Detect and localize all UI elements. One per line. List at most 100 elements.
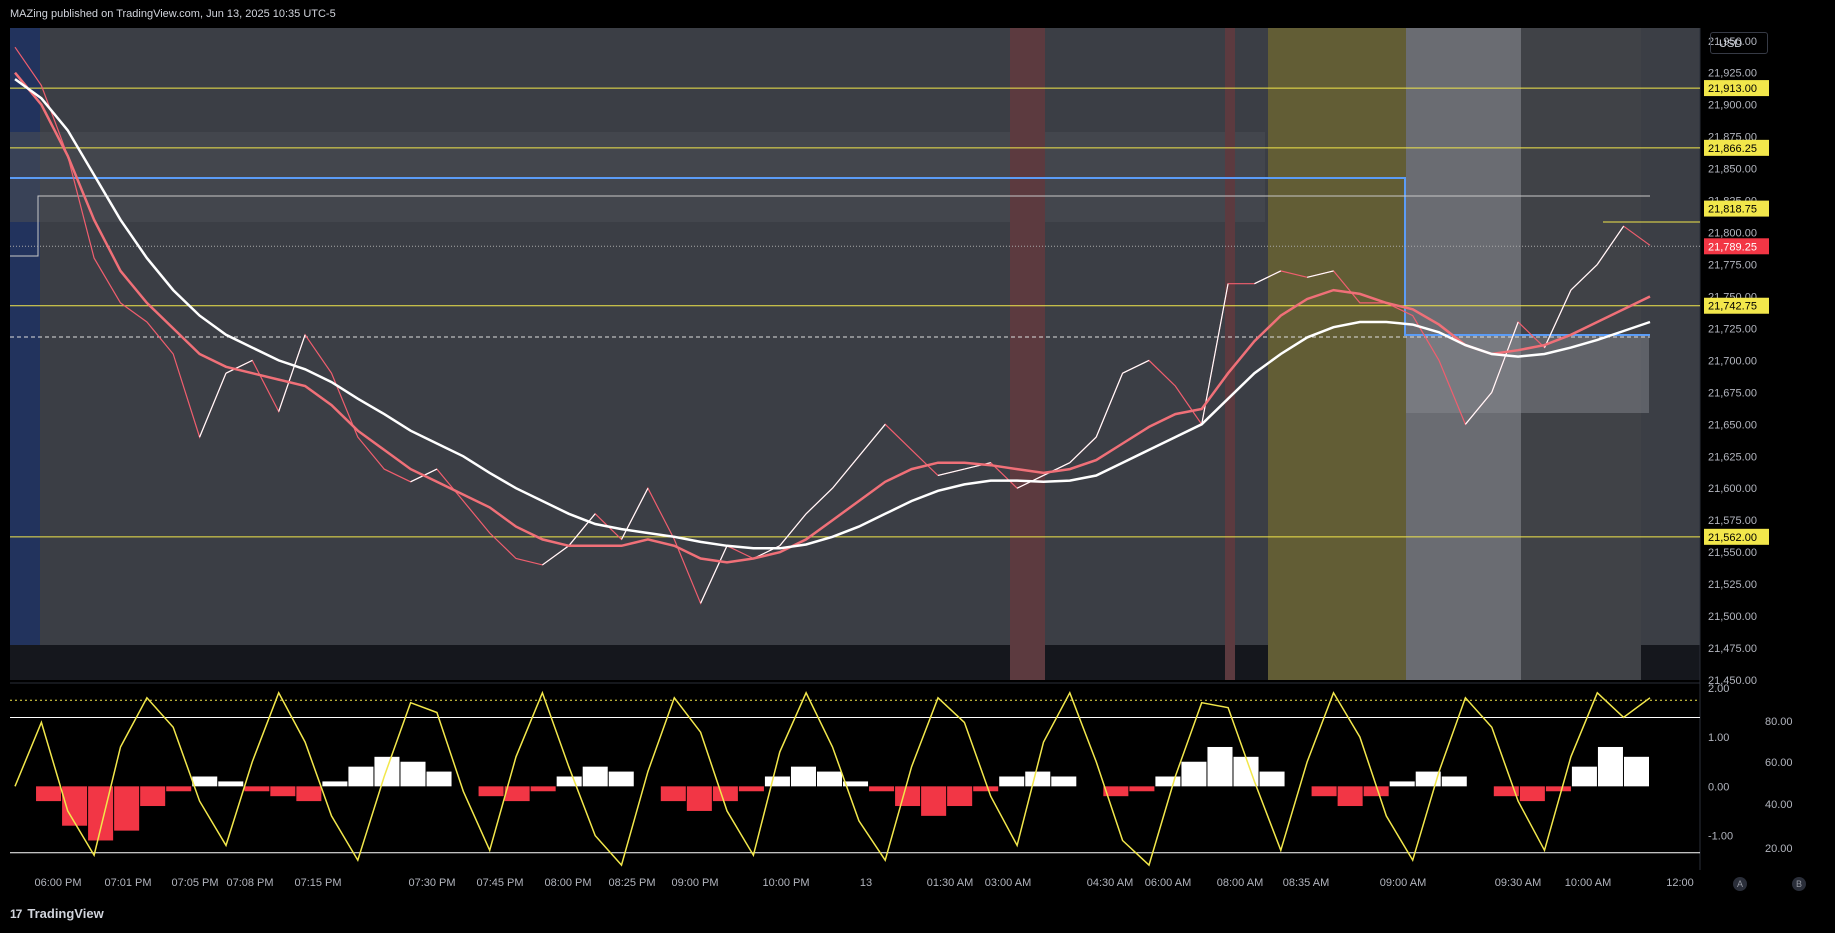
- session-shade-red-1: [1010, 28, 1045, 680]
- histogram-bar: [1129, 786, 1155, 792]
- histogram-bar: [296, 786, 322, 802]
- histogram-bar: [1337, 786, 1363, 807]
- histogram-bar: [270, 786, 296, 797]
- histogram-bar: [660, 786, 686, 802]
- price-up-segment: [1464, 391, 1493, 425]
- price-axis-tick: 21,600.00: [1708, 483, 1757, 495]
- price-up-segment: [805, 487, 833, 515]
- session-shade-red-2: [1225, 28, 1235, 680]
- histogram-bar: [764, 776, 790, 787]
- time-axis-tick: 09:00 PM: [671, 877, 718, 889]
- histogram-bar: [947, 786, 973, 807]
- histogram-bar: [374, 756, 400, 787]
- tradingview-logo-icon: 17: [10, 906, 22, 921]
- histogram-bar: [1025, 771, 1051, 787]
- time-axis-tick: 08:00 AM: [1217, 877, 1263, 889]
- histogram-bar: [348, 766, 374, 787]
- price-up-segment: [937, 468, 965, 477]
- histogram-bar: [816, 771, 843, 787]
- price-axis-tick: 21,450.00: [1708, 675, 1757, 687]
- histogram-bar: [895, 786, 921, 807]
- histogram-bar: [1571, 766, 1597, 787]
- histogram-bar: [1181, 761, 1207, 787]
- time-axis-tick: 06:00 AM: [1145, 877, 1191, 889]
- price-label-box: [1704, 238, 1769, 255]
- time-axis-tick: 07:01 PM: [104, 877, 151, 889]
- histogram-bar: [556, 776, 582, 787]
- price-axis-tick: 21,850.00: [1708, 164, 1757, 176]
- price-label-box: [1704, 297, 1769, 314]
- histogram-bar: [244, 786, 270, 792]
- price-label: 21,913.00: [1708, 83, 1757, 95]
- price-up-segment: [1069, 436, 1097, 464]
- histogram-bar: [921, 786, 947, 816]
- time-axis-tick: 07:30 PM: [408, 877, 455, 889]
- histogram-bar: [738, 786, 764, 792]
- time-axis-tick: 06:00 PM: [34, 877, 81, 889]
- time-axis-tick: 04:30 AM: [1087, 877, 1133, 889]
- osc-right-tick: 40.00: [1765, 799, 1793, 811]
- osc-axis-tick: 0.00: [1708, 781, 1729, 793]
- price-up-segment: [832, 455, 860, 489]
- osc-right-tick: 80.00: [1765, 716, 1793, 728]
- ma-slow-series: [14, 78, 1651, 550]
- histogram-bar: [322, 781, 348, 787]
- histogram-bar: [1103, 786, 1129, 797]
- price-label-box: [1704, 139, 1769, 156]
- histogram-bar: [1441, 776, 1467, 787]
- histogram-bar: [1519, 786, 1545, 802]
- price-up-segment: [1491, 321, 1519, 393]
- histogram-bar: [478, 786, 504, 797]
- price-up-segment: [858, 423, 886, 457]
- price-up-segment: [225, 359, 253, 374]
- histogram-bar: [973, 786, 999, 792]
- session-shade-blue: [10, 28, 40, 680]
- histogram-bar: [1623, 756, 1649, 787]
- histogram-bar: [192, 776, 218, 787]
- histogram-bar: [686, 786, 712, 811]
- time-axis-tick: 08:25 PM: [608, 877, 655, 889]
- histogram-bar: [1311, 786, 1337, 797]
- footer-brand[interactable]: 17 TradingView: [10, 906, 104, 921]
- histogram-bar: [218, 781, 244, 787]
- currency-selector[interactable]: USD: [1710, 32, 1768, 54]
- osc-axis-tick: 1.00: [1708, 732, 1729, 744]
- price-up-segment: [1570, 264, 1598, 291]
- price-axis-tick: 21,675.00: [1708, 387, 1757, 399]
- time-axis-tick: 10:00 PM: [762, 877, 809, 889]
- price-up-segment: [1307, 270, 1334, 278]
- price-axis-tick: 21,650.00: [1708, 419, 1757, 431]
- price-label-box: [1704, 80, 1769, 97]
- time-axis-tick: 12:00: [1666, 877, 1694, 889]
- time-axis-tick: 07:05 PM: [171, 877, 218, 889]
- histogram-bar: [1597, 746, 1623, 787]
- price-label-box: [1704, 528, 1769, 545]
- price-label-box: [1704, 200, 1769, 217]
- price-up-segment: [1122, 359, 1150, 374]
- histogram-bar: [790, 766, 816, 787]
- auto-scale-button[interactable]: A: [1733, 877, 1747, 891]
- published-header: MAZing published on TradingView.com, Jun…: [10, 8, 336, 20]
- price-axis-tick: 21,725.00: [1708, 323, 1757, 335]
- histogram-bar: [166, 786, 192, 792]
- oscillator-line: [14, 690, 1651, 867]
- price-up-segment: [1201, 283, 1229, 425]
- price-axis-tick: 21,625.00: [1708, 451, 1757, 463]
- time-axis-tick: 07:08 PM: [226, 877, 273, 889]
- time-axis-tick: 01:30 AM: [927, 877, 973, 889]
- price-axis-tick: 21,500.00: [1708, 611, 1757, 623]
- log-scale-button[interactable]: B: [1792, 877, 1806, 891]
- histogram-bar: [1415, 771, 1441, 787]
- histogram-bar: [140, 786, 166, 807]
- histogram-bar: [504, 786, 530, 802]
- histogram-bar: [400, 761, 426, 787]
- histogram-bar: [712, 786, 738, 802]
- histogram-bar: [1363, 786, 1389, 797]
- histogram-bar: [869, 786, 895, 792]
- osc-right-tick: 20.00: [1765, 843, 1793, 855]
- white-range-line: [10, 195, 1650, 257]
- time-axis-tick: 08:35 AM: [1283, 877, 1329, 889]
- price-axis-tick: 21,525.00: [1708, 579, 1757, 591]
- histogram-bar: [1493, 786, 1519, 797]
